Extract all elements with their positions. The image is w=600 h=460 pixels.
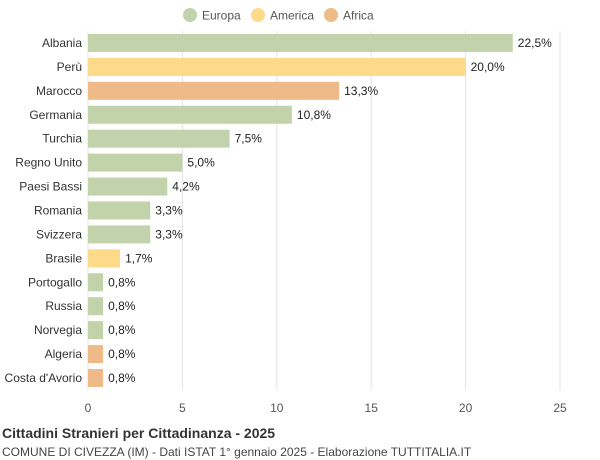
legend-label-europa: Europa	[202, 9, 241, 23]
legend-swatch-africa	[324, 8, 338, 22]
value-label: 7,5%	[235, 132, 263, 146]
bar	[88, 345, 104, 364]
category-label: Regno Unito	[15, 156, 82, 170]
legend-label-africa: Africa	[343, 9, 374, 23]
category-label: Portogallo	[28, 275, 82, 289]
value-label: 0,8%	[108, 275, 136, 289]
category-label: Costa d'Avorio	[5, 371, 83, 385]
category-label: Marocco	[36, 84, 82, 98]
bar	[88, 273, 104, 292]
x-tick-label: 20	[459, 401, 473, 415]
category-label: Russia	[45, 299, 82, 313]
x-tick-label: 25	[553, 401, 567, 415]
bar	[88, 33, 513, 52]
value-label: 20,0%	[471, 60, 505, 74]
value-label: 4,2%	[172, 180, 200, 194]
category-label: Algeria	[45, 347, 83, 361]
value-label: 0,8%	[108, 299, 136, 313]
bar	[88, 225, 151, 244]
bar-chart: Europa America Africa Albania Perù Marocco Ge…	[5, 8, 567, 415]
value-label: 5,0%	[187, 156, 215, 170]
x-tick-label: 0	[85, 401, 92, 415]
bar	[88, 177, 168, 196]
bar	[88, 105, 292, 124]
value-label: 22,5%	[518, 36, 552, 50]
value-labels: 22,5% 20,0% 13,3% 10,8% 7,5% 5,0% 4,2% 3,3% 3,3%…	[108, 36, 552, 385]
value-label: 3,3%	[155, 227, 183, 241]
bars	[88, 33, 513, 387]
bar	[88, 297, 104, 316]
x-tick-label: 5	[179, 401, 186, 415]
category-label: Romania	[34, 203, 82, 217]
legend-swatch-america	[251, 8, 265, 22]
value-label: 0,8%	[108, 347, 136, 361]
bar	[88, 249, 121, 268]
category-label: Albania	[42, 36, 82, 50]
category-label: Perù	[57, 60, 82, 74]
value-label: 3,3%	[155, 203, 183, 217]
category-label: Brasile	[45, 251, 82, 265]
value-label: 0,8%	[108, 371, 136, 385]
chart-subtitle: COMUNE DI CIVEZZA (IM) - Dati ISTAT 1° g…	[2, 445, 472, 459]
legend-swatch-europa	[183, 8, 197, 22]
category-label: Norvegia	[34, 323, 82, 337]
category-label: Turchia	[42, 132, 82, 146]
bar	[88, 368, 104, 387]
value-label: 1,7%	[125, 251, 153, 265]
value-label: 13,3%	[344, 84, 378, 98]
category-label: Germania	[29, 108, 82, 122]
value-label: 0,8%	[108, 323, 136, 337]
chart-title: Cittadini Stranieri per Cittadinanza - 2…	[2, 425, 276, 441]
x-axis-ticks: 0 5 10 15 20 25	[85, 401, 567, 415]
x-tick-label: 15	[365, 401, 379, 415]
category-labels: Albania Perù Marocco Germania Turchia Regno U…	[5, 36, 83, 385]
category-label: Paesi Bassi	[19, 180, 82, 194]
category-label: Svizzera	[36, 227, 82, 241]
bar	[88, 321, 104, 340]
legend-label-america: America	[270, 9, 314, 23]
bar	[88, 129, 230, 148]
bar	[88, 81, 340, 100]
x-tick-label: 10	[270, 401, 284, 415]
legend: Europa America Africa	[183, 8, 374, 23]
bar	[88, 57, 466, 76]
bar	[88, 153, 183, 172]
bar	[88, 201, 151, 220]
value-label: 10,8%	[297, 108, 331, 122]
